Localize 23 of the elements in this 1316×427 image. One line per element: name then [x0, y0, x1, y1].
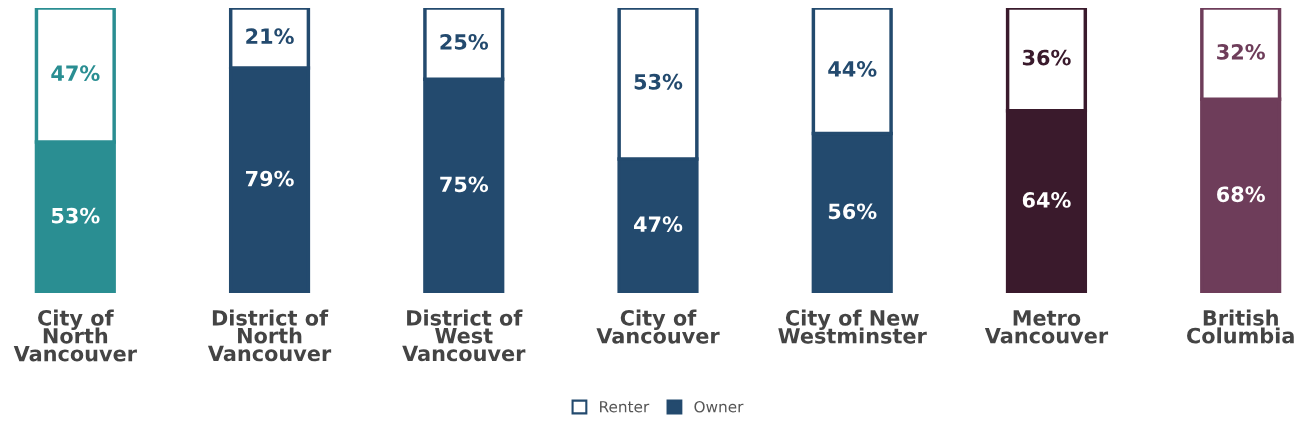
legend-label: Owner — [694, 400, 744, 413]
data-label: 79% — [246, 170, 294, 187]
data-label: 64% — [1022, 192, 1071, 208]
data-label: 32% — [1217, 43, 1265, 60]
x-tick-label: Metro Vancouver — [984, 310, 1109, 344]
x-tick-label: District of North Vancouver — [207, 309, 332, 362]
data-label: 25% — [440, 34, 489, 50]
x-tick-label: British Columbia — [1187, 309, 1294, 344]
data-label: 75% — [440, 176, 489, 193]
data-label: 36% — [1022, 49, 1071, 66]
data-label: 53% — [634, 73, 683, 90]
data-label: 44% — [828, 61, 877, 77]
x-tick-label: District of West Vancouver — [402, 309, 526, 362]
data-label: 47% — [51, 65, 100, 82]
data-label: 68% — [1217, 186, 1265, 203]
legend-label: Renter — [600, 401, 650, 413]
data-label: 53% — [51, 207, 100, 224]
x-tick-label: City of Vancouver — [596, 309, 720, 344]
data-label: 21% — [246, 28, 294, 45]
data-label: 56% — [828, 203, 877, 220]
data-label: 47% — [634, 216, 683, 233]
x-tick-label: City of New Westminster — [778, 309, 927, 344]
x-tick-label: City of North Vancouver — [13, 309, 137, 362]
